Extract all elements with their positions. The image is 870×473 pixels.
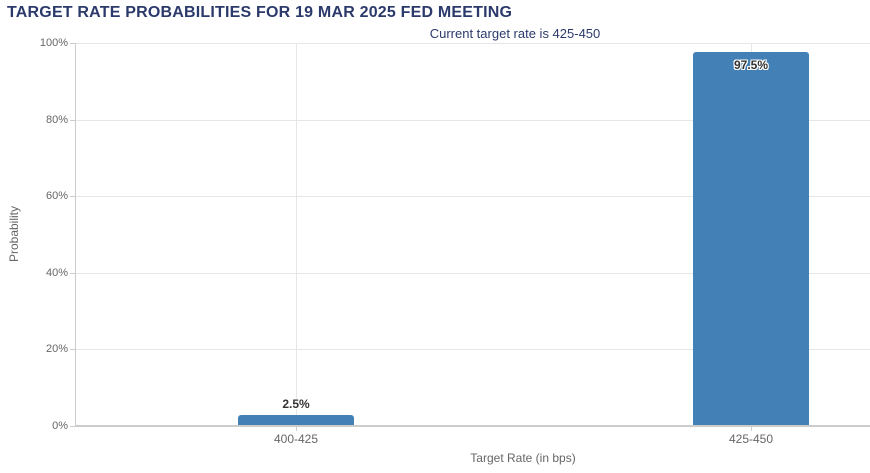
- y-gridline: [75, 120, 870, 121]
- y-tick-mark: [70, 349, 75, 350]
- y-tick-label: 60%: [45, 190, 68, 202]
- bar-value-label: 2.5%: [282, 397, 310, 411]
- y-tick-mark: [70, 120, 75, 121]
- y-gridline: [75, 273, 870, 274]
- probability-bar[interactable]: [238, 415, 354, 425]
- x-axis-title: Target Rate (in bps): [470, 451, 576, 465]
- y-tick-label: 20%: [45, 343, 68, 355]
- x-tick-mark: [751, 427, 752, 431]
- probability-bar[interactable]: [693, 52, 809, 425]
- x-gridline: [296, 43, 297, 426]
- x-axis-line: [75, 425, 870, 427]
- y-tick-label: 100%: [39, 37, 68, 49]
- y-tick-mark: [70, 43, 75, 44]
- y-axis-title: Probability: [7, 205, 21, 263]
- y-gridline: [75, 349, 870, 350]
- y-gridline: [75, 196, 870, 197]
- x-tick-label: 425-450: [728, 432, 774, 446]
- y-tick-mark: [70, 273, 75, 274]
- y-gridline: [75, 43, 870, 44]
- y-axis-line: [75, 43, 76, 426]
- x-tick-label: 400-425: [273, 432, 319, 446]
- y-tick-label: 40%: [45, 267, 68, 279]
- y-tick-mark: [70, 196, 75, 197]
- x-tick-mark: [296, 427, 297, 431]
- bar-value-label: 97.5%: [733, 58, 769, 72]
- y-tick-mark: [70, 426, 75, 427]
- y-tick-label: 80%: [45, 114, 68, 126]
- chart-title: TARGET RATE PROBABILITIES FOR 19 MAR 202…: [7, 4, 513, 21]
- y-tick-label: 0%: [52, 420, 68, 432]
- chart-subtitle: Current target rate is 425-450: [429, 26, 601, 41]
